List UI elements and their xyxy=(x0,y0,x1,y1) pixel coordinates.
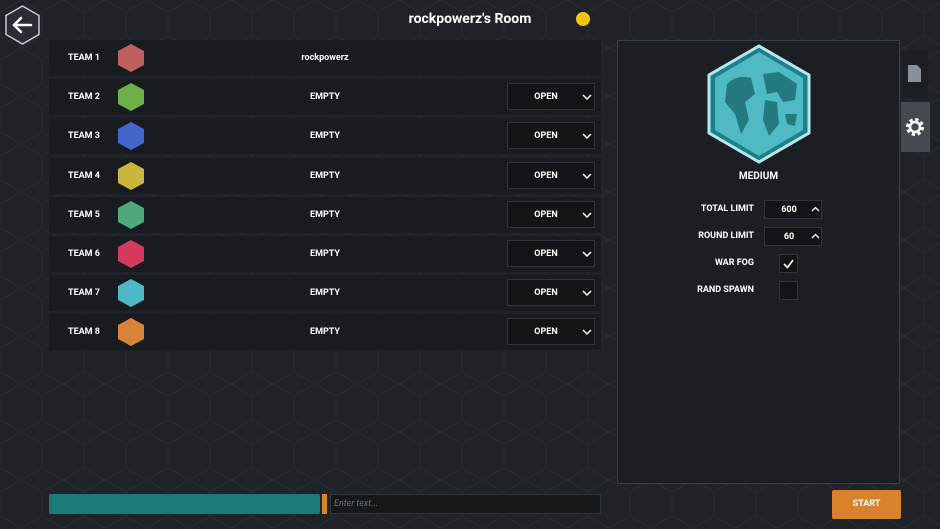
number-value: 600 xyxy=(781,205,797,215)
team-row: TEAM 7 EMPTY OPEN xyxy=(49,275,601,312)
player-name: rockpowerz xyxy=(301,53,349,63)
slot-dropdown[interactable]: OPEN xyxy=(507,318,595,346)
team-row: TEAM 1 rockpowerz xyxy=(49,40,601,76)
team-row: TEAM 2 EMPTY OPEN xyxy=(49,79,601,116)
room-title: rockpowerz's Room xyxy=(408,11,532,27)
player-name: EMPTY xyxy=(310,170,340,181)
team-label: TEAM 2 xyxy=(68,92,100,103)
setting-label: TOTAL LIMIT xyxy=(700,204,754,214)
team-color xyxy=(118,83,144,112)
team-label: TEAM 3 xyxy=(68,131,100,142)
team-label: TEAM 6 xyxy=(68,249,100,259)
slot-dropdown[interactable]: OPEN xyxy=(507,240,595,267)
slot-state: OPEN xyxy=(534,249,558,259)
team-row: TEAM 3 EMPTY OPEN xyxy=(49,118,601,155)
checkbox[interactable] xyxy=(779,254,798,273)
team-color xyxy=(118,279,144,308)
team-row: TEAM 4 EMPTY OPEN xyxy=(49,157,601,194)
team-label: TEAM 8 xyxy=(68,327,100,338)
team-label: TEAM 5 xyxy=(68,209,100,220)
toggle-label: RAND SPAWN xyxy=(697,285,754,295)
team-label: TEAM 7 xyxy=(68,288,100,299)
setting-label: ROUND LIMIT xyxy=(698,231,754,241)
player-name: EMPTY xyxy=(310,92,340,103)
team-label: TEAM 1 xyxy=(68,53,100,63)
toggle-label: WAR FOG xyxy=(714,258,754,268)
number-value: 60 xyxy=(783,232,795,242)
player-name: EMPTY xyxy=(310,249,340,259)
team-row: TEAM 6 EMPTY OPEN xyxy=(49,236,601,272)
slot-dropdown[interactable]: OPEN xyxy=(507,161,595,189)
number-input[interactable]: 60 xyxy=(764,227,822,246)
slot-state: OPEN xyxy=(534,288,558,299)
status-dot xyxy=(576,12,590,26)
slot-state: OPEN xyxy=(534,209,558,220)
start-button[interactable]: START xyxy=(832,490,901,519)
slot-state: OPEN xyxy=(534,170,558,181)
slot-state: OPEN xyxy=(534,131,558,142)
settings-panel: MEDIUM xyxy=(617,40,900,484)
team-color xyxy=(118,161,144,190)
number-input[interactable]: 600 xyxy=(764,200,822,219)
info-tab[interactable] xyxy=(901,50,928,98)
slider-handle[interactable] xyxy=(322,494,327,514)
chat-input[interactable]: Enter text... xyxy=(330,494,601,514)
player-name: EMPTY xyxy=(310,131,340,142)
settings-tab[interactable] xyxy=(901,102,930,152)
player-name: EMPTY xyxy=(310,327,340,338)
map-size: MEDIUM xyxy=(738,171,779,182)
team-color xyxy=(118,318,144,347)
slot-state: OPEN xyxy=(534,92,558,103)
team-color xyxy=(118,240,144,268)
back-button[interactable] xyxy=(4,5,41,45)
checkmark xyxy=(783,259,794,269)
player-name: EMPTY xyxy=(310,209,340,220)
player-name: EMPTY xyxy=(310,288,340,299)
slot-state: OPEN xyxy=(534,327,558,338)
slot-dropdown[interactable]: OPEN xyxy=(507,200,595,228)
team-color xyxy=(118,44,144,72)
progress-bar xyxy=(49,494,320,514)
slot-dropdown[interactable]: OPEN xyxy=(507,83,595,111)
team-row: TEAM 5 EMPTY OPEN xyxy=(49,196,601,233)
slot-dropdown[interactable]: OPEN xyxy=(507,122,595,150)
team-label: TEAM 4 xyxy=(68,170,100,181)
checkbox[interactable] xyxy=(779,281,798,300)
map-globe[interactable] xyxy=(707,44,811,164)
slot-dropdown[interactable]: OPEN xyxy=(507,279,595,307)
team-row: TEAM 8 EMPTY OPEN xyxy=(49,314,601,351)
team-color xyxy=(118,200,144,229)
team-color xyxy=(118,122,144,151)
